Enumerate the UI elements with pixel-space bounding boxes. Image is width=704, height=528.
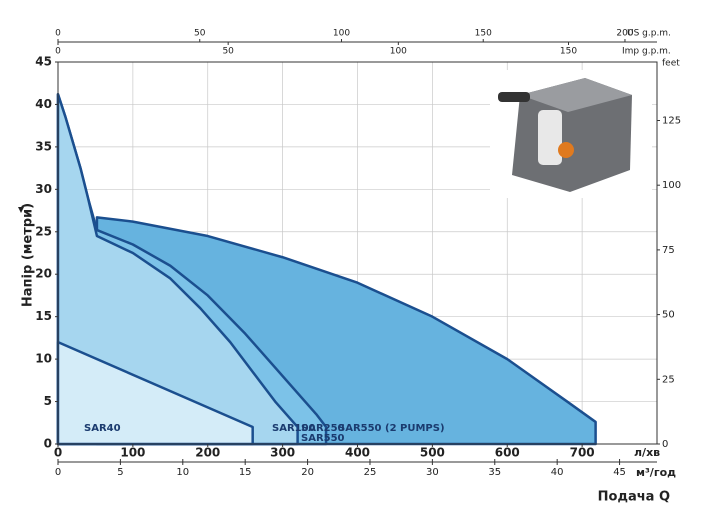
y-tick-label: 5 [44, 394, 52, 408]
x3-tick-label: 100 [333, 29, 350, 39]
series-label: SAR40 [84, 423, 121, 434]
y2-tick-label: 100 [662, 180, 681, 191]
y-axis-label: Напір (метри) [21, 203, 36, 307]
x-tick-label: 200 [195, 446, 220, 460]
x4-tick-label: 50 [222, 47, 234, 57]
product-image [490, 70, 652, 198]
float [558, 142, 574, 158]
x2-tick-label: 10 [176, 467, 189, 478]
y2-unit-label: feet [662, 59, 680, 69]
x4-tick-label: 150 [560, 47, 577, 57]
y-tick-label: 10 [35, 352, 52, 366]
pump [538, 110, 562, 165]
x2-tick-label: 45 [613, 467, 626, 478]
x4-unit-label: Imp g.p.m. [622, 47, 671, 57]
x-tick-label: 100 [120, 446, 145, 460]
y-tick-label: 45 [35, 55, 52, 69]
x-tick-label: 700 [570, 446, 595, 460]
x2-tick-label: 20 [301, 467, 314, 478]
x2-tick-label: 30 [426, 467, 439, 478]
x-tick-label: 500 [420, 446, 445, 460]
series-label: SAR250 [301, 423, 345, 434]
x3-unit-label: US g.p.m. [627, 29, 671, 39]
y-tick-label: 15 [35, 309, 52, 323]
x-tick-label: 400 [345, 446, 370, 460]
x3-tick-label: 0 [55, 29, 61, 39]
x-tick-label: 0 [54, 446, 62, 460]
x2-tick-label: 0 [55, 467, 61, 478]
x-title: Подача Q [598, 490, 670, 505]
x2-unit-label: м³/год [636, 466, 676, 479]
y-tick-label: 25 [35, 224, 52, 238]
y2-tick-label: 75 [662, 245, 675, 256]
x-tick-label: 600 [495, 446, 520, 460]
x3-tick-label: 50 [194, 29, 206, 39]
arrow [18, 207, 24, 213]
series-label: SAR100 [272, 423, 316, 434]
x3-tick-label: 150 [475, 29, 492, 39]
y-tick-label: 20 [35, 267, 52, 281]
y2-tick-label: 125 [662, 115, 681, 126]
y2-tick-label: 0 [662, 439, 668, 450]
x4-tick-label: 0 [55, 47, 61, 57]
y-tick-label: 35 [35, 139, 52, 153]
x-tick-label: 300 [270, 446, 295, 460]
y-tick-label: 40 [35, 97, 52, 111]
x2-tick-label: 5 [117, 467, 123, 478]
x2-tick-label: 35 [488, 467, 501, 478]
x2-tick-label: 40 [551, 467, 564, 478]
x2-tick-label: 25 [364, 467, 377, 478]
series-label: SAR550 (2 PUMPS) [338, 423, 445, 434]
pipe [498, 92, 530, 102]
y-tick-label: 0 [44, 437, 52, 451]
x4-tick-label: 100 [390, 47, 407, 57]
x-unit-label: л/хв [634, 446, 660, 459]
series-label: SAR550 [301, 433, 345, 444]
y2-tick-label: 50 [662, 310, 675, 321]
y2-tick-label: 25 [662, 374, 675, 385]
x2-tick-label: 15 [239, 467, 252, 478]
tank-top [520, 78, 632, 112]
y-tick-label: 30 [35, 182, 52, 196]
x3-tick-label: 200 [616, 29, 633, 39]
area [56, 93, 299, 446]
